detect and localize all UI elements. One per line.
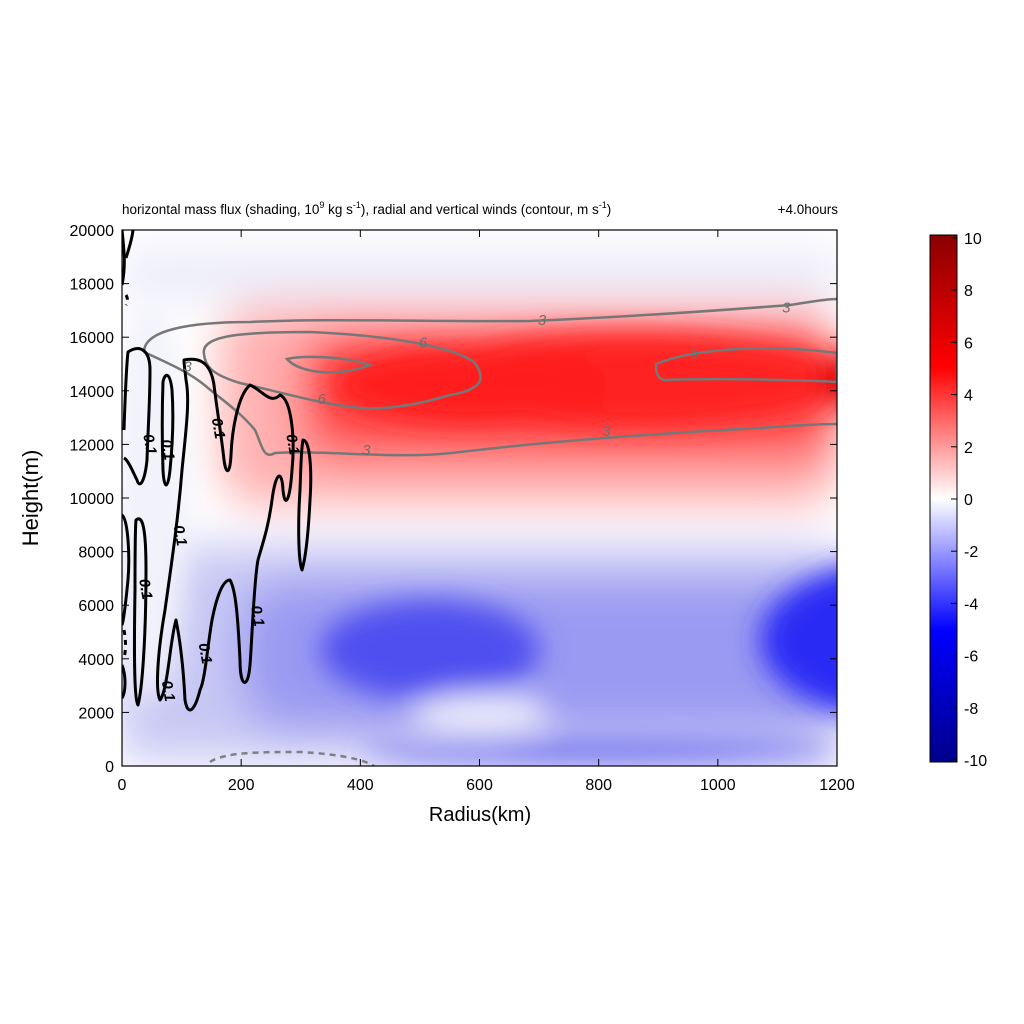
radial-contour-label: 3 [782, 300, 791, 317]
x-tick-label: 800 [585, 777, 612, 794]
colorbar-tick-label: 2 [964, 440, 973, 457]
x-tick-label: 1000 [700, 777, 736, 794]
radial-contour-label: 6 [690, 345, 699, 362]
colorbar-ticks: 10 8 6 4 2 0 -2 -4 -6 -8 -10 [951, 231, 987, 770]
radial-contour-label: 3 [362, 442, 371, 459]
negative-vertical-contours [122, 294, 129, 659]
y-tick-label: 20000 [70, 223, 115, 240]
y-tick-label: 2000 [78, 705, 114, 722]
y-tick-label: 12000 [70, 437, 115, 454]
colorbar-tick-label: -6 [964, 649, 978, 666]
y-tick-label: 18000 [70, 277, 115, 294]
x-tick-label: 1200 [819, 777, 855, 794]
colorbar-tick-label: 6 [964, 335, 973, 352]
colorbar-tick-label: -8 [964, 701, 978, 718]
x-axis-ticks: 0 200 400 600 800 1000 1200 [118, 230, 855, 794]
vertical-contour-label: 0.1 [282, 433, 302, 456]
vertical-contour-label: 0.1 [170, 524, 190, 547]
vertical-contour-label: 0.1 [135, 577, 155, 600]
y-axis-label: Height(m) [18, 450, 43, 547]
x-tick-label: 600 [466, 777, 493, 794]
negative-radial-contour [209, 750, 375, 766]
y-tick-label: 6000 [78, 598, 114, 615]
y-tick-label: 14000 [70, 384, 115, 401]
vertical-contour-label: 0.1 [208, 417, 228, 440]
radial-contour-label: 3 [538, 312, 547, 329]
y-tick-label: 4000 [78, 652, 114, 669]
colorbar-tick-label: 10 [964, 231, 982, 248]
contour-lines [122, 230, 837, 766]
x-tick-label: 200 [228, 777, 255, 794]
vertical-wind-labels: 0.10.10.10.10.10.10.10.10.1 [135, 417, 303, 703]
colorbar-tick-label: -2 [964, 544, 978, 561]
x-axis-label: Radius(km) [429, 804, 531, 826]
y-tick-label: 10000 [70, 491, 115, 508]
vertical-contour-label: 0.1 [157, 438, 177, 461]
vertical-wind-contours [122, 230, 313, 712]
mass-flux-shading [122, 230, 837, 766]
colorbar-tick-label: -4 [964, 596, 978, 613]
time-label: +4.0hours [778, 202, 839, 217]
radial-wind-contours [142, 297, 837, 457]
radial-contour-label: 3 [183, 359, 192, 376]
y-tick-label: 8000 [78, 545, 114, 562]
x-tick-label: 0 [118, 777, 127, 794]
vertical-contour-label: 0.1 [139, 433, 159, 456]
radial-contour-label: 6 [317, 391, 326, 408]
radial-wind-labels: 3 3 3 3 6 6 6 3 [183, 300, 791, 459]
vertical-contour-label: 0.1 [247, 604, 267, 627]
y-tick-label: 0 [105, 759, 114, 776]
y-tick-label: 16000 [70, 330, 115, 347]
colorbar-tick-label: -10 [964, 753, 987, 770]
vertical-contour-label: 0.1 [195, 642, 215, 665]
vertical-contour-label: 0.1 [158, 679, 178, 702]
colorbar-tick-label: 0 [964, 492, 973, 509]
y-axis-ticks: 0 2000 4000 6000 8000 10000 12000 14000 16000 180… [70, 223, 837, 776]
colorbar-tick-label: 8 [964, 283, 973, 300]
radial-contour-label: 6 [419, 335, 428, 352]
radial-contour-label: 3 [602, 423, 611, 440]
x-tick-label: 400 [347, 777, 374, 794]
chart-title: horizontal mass flux (shading, 109 kg s-… [122, 200, 611, 217]
colorbar-tick-label: 4 [964, 388, 973, 405]
